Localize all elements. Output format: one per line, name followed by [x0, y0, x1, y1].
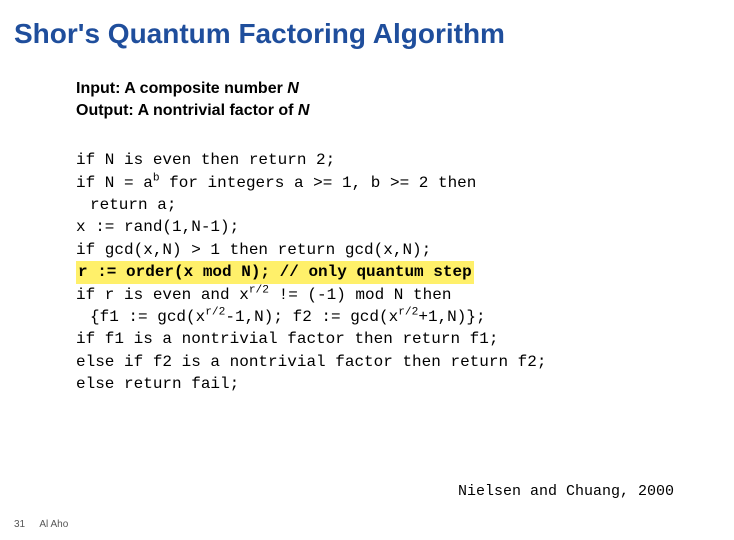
output-line: Output: A nontrivial factor of N — [76, 100, 734, 122]
code-line-9: if f1 is a nontrivial factor then return… — [76, 328, 734, 350]
code-line-6: r := order(x mod N); // only quantum ste… — [76, 261, 734, 283]
output-var: N — [298, 102, 310, 119]
input-line: Input: A composite number N — [76, 78, 734, 100]
code-line-3: return a; — [76, 194, 734, 216]
content-area: Input: A composite number N Output: A no… — [0, 50, 734, 395]
code-l2a: if N = a — [76, 174, 153, 192]
code-l8b: -1,N); f2 := gcd(x — [225, 308, 398, 326]
citation: Nielsen and Chuang, 2000 — [458, 483, 674, 500]
code-l8c: +1,N)}; — [418, 308, 485, 326]
code-l8-sup2: r/2 — [398, 307, 418, 319]
code-l2-sup: b — [153, 172, 160, 184]
input-var: N — [287, 80, 299, 97]
code-l8-sup1: r/2 — [205, 307, 225, 319]
io-block: Input: A composite number N Output: A no… — [76, 78, 734, 121]
highlighted-quantum-step: r := order(x mod N); // only quantum ste… — [76, 261, 474, 283]
code-l2b: for integers a >= 1, b >= 2 then — [160, 174, 477, 192]
code-line-10: else if f2 is a nontrivial factor then r… — [76, 351, 734, 373]
code-line-7: if r is even and xr/2 != (-1) mod N then — [76, 284, 734, 306]
code-line-4: x := rand(1,N-1); — [76, 216, 734, 238]
code-line-11: else return fail; — [76, 373, 734, 395]
code-line-1: if N is even then return 2; — [76, 149, 734, 171]
code-line-2: if N = ab for integers a >= 1, b >= 2 th… — [76, 172, 734, 194]
footer-author: Al Aho — [39, 519, 68, 530]
page-number: 31 — [14, 519, 25, 530]
output-text: A nontrivial factor of — [134, 102, 298, 119]
code-l7b: != (-1) mod N then — [269, 286, 451, 304]
input-text: A composite number — [120, 80, 287, 97]
input-label: Input: — [76, 80, 120, 97]
output-label: Output: — [76, 102, 134, 119]
code-line-8: {f1 := gcd(xr/2-1,N); f2 := gcd(xr/2+1,N… — [76, 306, 734, 328]
code-l7a: if r is even and x — [76, 286, 249, 304]
code-l7-sup: r/2 — [249, 284, 269, 296]
slide-title: Shor's Quantum Factoring Algorithm — [0, 0, 734, 50]
code-block: if N is even then return 2; if N = ab fo… — [76, 149, 734, 395]
code-l8a: {f1 := gcd(x — [90, 308, 205, 326]
footer: 31 Al Aho — [14, 519, 68, 530]
code-line-5: if gcd(x,N) > 1 then return gcd(x,N); — [76, 239, 734, 261]
